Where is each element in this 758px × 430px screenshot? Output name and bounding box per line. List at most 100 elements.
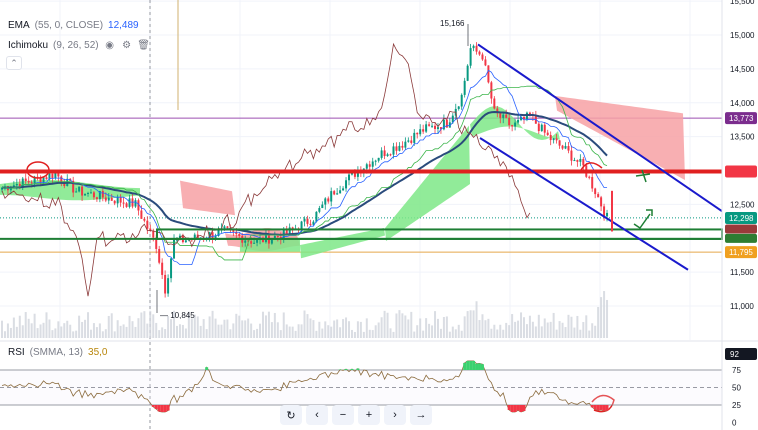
go-to-realtime-icon: → xyxy=(415,409,427,421)
volume-bar xyxy=(270,322,273,338)
candle-body xyxy=(472,45,475,49)
volume-bar xyxy=(416,325,419,338)
volume-bar xyxy=(134,326,137,338)
candle-body xyxy=(164,274,167,294)
volume-bar xyxy=(205,329,208,338)
scroll-left-button[interactable]: ‹ xyxy=(306,405,328,425)
rsi-tick-label: 75 xyxy=(732,366,741,375)
volume-bar xyxy=(306,314,309,338)
scroll-right-button[interactable]: › xyxy=(384,405,406,425)
candle-body xyxy=(345,180,348,189)
volume-bar xyxy=(374,325,377,338)
candle-body xyxy=(247,240,250,242)
go-to-realtime-button[interactable]: → xyxy=(410,405,432,425)
volume-bar xyxy=(173,310,176,338)
volume-bar xyxy=(600,297,603,338)
candle-body xyxy=(463,80,466,95)
volume-bar xyxy=(294,330,297,338)
candle-body xyxy=(39,177,42,183)
volume-bar xyxy=(336,319,339,338)
candle-body xyxy=(217,229,220,236)
volume-bar xyxy=(84,319,87,338)
zoom-in-button[interactable]: + xyxy=(358,405,380,425)
candle-body xyxy=(270,239,273,244)
price-tick-label: 12,500 xyxy=(730,200,755,209)
volume-bar xyxy=(279,330,282,338)
candle-body xyxy=(143,218,146,221)
volume-bar xyxy=(253,330,256,338)
candle-body xyxy=(238,234,241,236)
volume-bar xyxy=(181,324,184,338)
candle-body xyxy=(392,146,395,155)
volume-bar xyxy=(45,312,48,338)
candle-body xyxy=(276,235,279,237)
volume-bar xyxy=(101,331,104,338)
candle-body xyxy=(431,125,434,127)
candle-body xyxy=(327,198,330,202)
volume-bar xyxy=(104,329,107,338)
volume-bar xyxy=(377,322,380,338)
volume-bar xyxy=(9,327,12,338)
settings-icon[interactable]: ⚙ xyxy=(122,39,132,51)
candle-body xyxy=(288,227,291,234)
volume-bar xyxy=(451,326,454,338)
candle-body xyxy=(371,161,374,167)
candle-body xyxy=(24,178,27,182)
volume-bar xyxy=(588,330,591,338)
candle-body xyxy=(101,190,104,198)
candle-body xyxy=(18,183,21,188)
candle-body xyxy=(122,202,125,204)
candle-body xyxy=(546,132,549,135)
candle-body xyxy=(552,138,555,141)
circle-annotation xyxy=(591,394,615,413)
candle-body xyxy=(173,239,176,259)
volume-bar xyxy=(413,331,416,338)
volume-bar xyxy=(466,311,469,338)
volume-bar xyxy=(110,313,113,338)
volume-bar xyxy=(445,316,448,338)
candle-body xyxy=(502,114,505,118)
candle-body xyxy=(211,232,214,239)
candle-body xyxy=(508,117,511,126)
volume-bar xyxy=(33,313,36,338)
collapse-legend-button[interactable]: ⌃ xyxy=(6,56,22,70)
volume-bar xyxy=(537,314,540,338)
reset-chart-button[interactable]: ↻ xyxy=(280,405,302,425)
candle-body xyxy=(134,200,137,207)
rsi-legend-params: (SMMA, 13) xyxy=(29,347,84,358)
candle-body xyxy=(558,140,561,146)
volume-bar xyxy=(291,326,294,338)
ema-legend[interactable]: EMA (55, 0, CLOSE) 12,489 xyxy=(8,20,139,31)
candle-body xyxy=(386,154,389,157)
rsi-legend[interactable]: RSI (SMMA, 13) 35,0 xyxy=(8,347,107,358)
eye-icon[interactable]: ◉ xyxy=(105,39,114,51)
candle-body xyxy=(448,122,451,128)
candle-body xyxy=(517,119,520,123)
volume-bar xyxy=(285,324,288,338)
candle-body xyxy=(107,197,110,201)
volume-bar xyxy=(365,318,368,338)
candle-body xyxy=(588,176,591,178)
rsi-tag-label: 92 xyxy=(730,350,739,359)
volume-bar xyxy=(522,317,525,338)
candle-body xyxy=(425,124,428,132)
circle-annotation xyxy=(579,162,603,173)
ichimoku-legend[interactable]: Ichimoku (9, 26, 52) ◉ ⚙ 🗑 xyxy=(8,39,150,51)
candle-body xyxy=(30,182,33,184)
candle-body xyxy=(324,198,327,205)
candle-body xyxy=(353,171,356,177)
zoom-out-button[interactable]: − xyxy=(332,405,354,425)
volume-bar xyxy=(131,321,134,338)
volume-bar xyxy=(276,322,279,338)
volume-bar xyxy=(267,311,270,338)
cross-mark xyxy=(635,169,651,183)
volume-bar xyxy=(603,291,606,338)
candle-body xyxy=(567,146,570,151)
volume-bar xyxy=(511,314,514,338)
delete-icon[interactable]: 🗑 xyxy=(137,39,150,51)
ichimoku-cloud-bullish xyxy=(385,125,470,241)
price-tick-label: 14,000 xyxy=(730,99,755,108)
candle-body xyxy=(104,197,107,201)
